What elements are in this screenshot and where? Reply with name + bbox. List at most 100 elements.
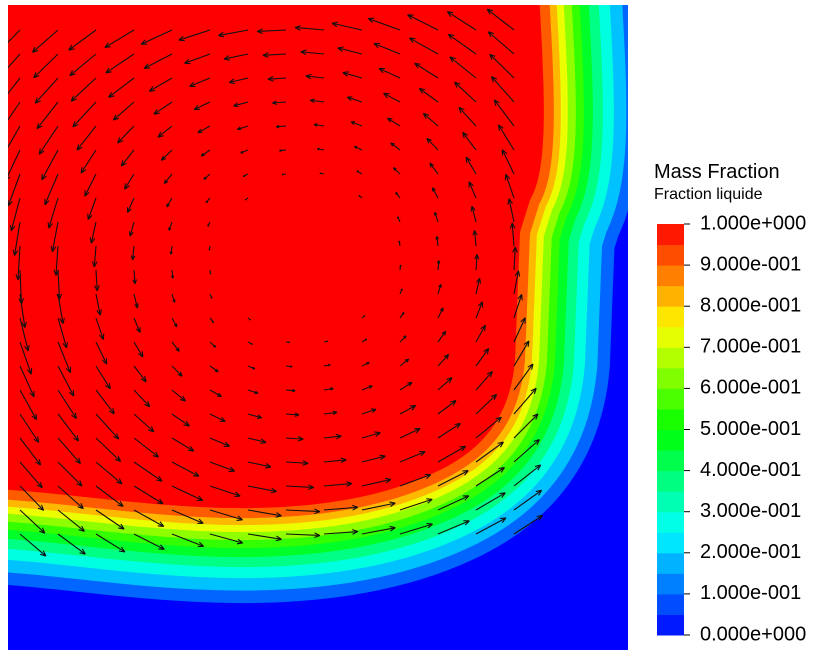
legend-title: Mass Fraction [654, 161, 780, 183]
velocity-arrow [12, 221, 21, 256]
velocity-arrow [218, 29, 249, 38]
velocity-arrow [171, 341, 180, 352]
velocity-arrow [429, 162, 439, 175]
velocity-arrow [361, 338, 368, 343]
legend-subtitle: Fraction liquide [654, 186, 763, 203]
velocity-arrow [209, 509, 243, 521]
velocity-arrow [313, 123, 325, 127]
velocity-arrow [285, 388, 296, 393]
velocity-arrow [41, 149, 59, 181]
velocity-arrow [84, 173, 97, 197]
velocity-arrow [446, 11, 477, 31]
colorbar-tick-label: 5.000e-001 [700, 418, 801, 440]
velocity-arrow [475, 466, 505, 487]
velocity-arrow [70, 77, 97, 102]
velocity-arrow [309, 98, 325, 104]
velocity-arrow [513, 340, 530, 367]
velocity-arrow [19, 389, 38, 421]
velocity-arrow [361, 431, 381, 439]
velocity-arrow [157, 125, 173, 138]
velocity-arrow [414, 62, 439, 79]
velocity-arrow [200, 149, 211, 157]
velocity-arrow [72, 101, 97, 128]
velocity-arrow [57, 509, 85, 532]
velocity-arrow [353, 145, 363, 151]
velocity-arrow [470, 205, 477, 223]
velocity-arrow [171, 317, 178, 328]
velocity-arrow [399, 451, 426, 463]
velocity-arrow [95, 413, 120, 440]
colorbar-band [657, 224, 684, 246]
velocity-arrow [447, 33, 477, 55]
velocity-arrow [171, 509, 204, 524]
velocity-arrow [399, 335, 407, 343]
velocity-arrow [117, 125, 135, 144]
velocity-arrow [462, 131, 477, 151]
velocity-arrow [507, 198, 515, 223]
velocity-arrow [209, 269, 212, 275]
velocity-arrow [94, 269, 100, 292]
colorbar-band [657, 326, 684, 348]
velocity-arrow [247, 317, 252, 321]
velocity-arrow [33, 53, 59, 79]
velocity-arrow [346, 96, 363, 103]
velocity-arrow [19, 509, 46, 534]
velocity-arrow [57, 293, 65, 324]
velocity-arrow [133, 509, 165, 528]
velocity-arrow [247, 365, 256, 370]
velocity-arrow [475, 517, 507, 535]
velocity-arrow [449, 56, 477, 79]
velocity-arrow [305, 73, 325, 80]
velocity-arrow [247, 389, 259, 395]
velocity-arrow [285, 484, 315, 491]
velocity-arrow [458, 106, 477, 127]
velocity-arrow [358, 194, 363, 199]
velocity-arrow [8, 29, 21, 43]
colorbar-band [657, 614, 684, 636]
velocity-arrow [475, 370, 493, 391]
velocity-arrow [337, 46, 363, 55]
velocity-arrow [95, 341, 108, 365]
colorbar-tick-label: 8.000e-001 [700, 294, 801, 316]
velocity-arrow [124, 173, 135, 190]
velocity-arrow [105, 53, 135, 74]
velocity-arrow [130, 245, 136, 261]
velocity-arrow [171, 437, 195, 452]
velocity-arrow [247, 533, 282, 542]
velocity-arrow [163, 173, 173, 185]
velocity-arrow [133, 533, 165, 550]
velocity-arrow [170, 269, 175, 279]
velocity-arrow [513, 514, 543, 535]
colorbar-band [657, 573, 684, 595]
velocity-arrow [87, 197, 97, 221]
velocity-arrow [148, 77, 173, 92]
velocity-arrow [9, 197, 21, 232]
velocity-arrow [437, 445, 467, 463]
velocity-arrow [223, 53, 249, 61]
velocity-arrow [323, 410, 338, 415]
velocity-arrow [285, 460, 309, 466]
colorbar-band [657, 532, 684, 554]
velocity-arrow [331, 21, 363, 31]
velocity-arrow [169, 245, 173, 255]
velocity-arrow [399, 381, 413, 391]
velocity-arrow [383, 92, 401, 103]
colorbar-tick-label: 3.000e-001 [700, 500, 801, 522]
velocity-arrow [486, 8, 515, 31]
velocity-arrow [19, 437, 42, 466]
velocity-arrow [189, 77, 211, 88]
velocity-arrow [513, 270, 521, 295]
velocity-arrow [431, 187, 439, 199]
velocity-arrow [399, 264, 402, 271]
velocity-arrow [437, 495, 470, 511]
velocity-arrow [104, 29, 135, 49]
velocity-arrow [426, 137, 439, 151]
velocity-arrow [36, 101, 59, 130]
velocity-arrow [475, 492, 506, 511]
colorbar-band [657, 429, 684, 451]
velocity-arrow [108, 77, 135, 98]
velocity-arrow [133, 485, 164, 505]
velocity-arrow [57, 341, 72, 374]
velocity-arrow [171, 485, 204, 502]
